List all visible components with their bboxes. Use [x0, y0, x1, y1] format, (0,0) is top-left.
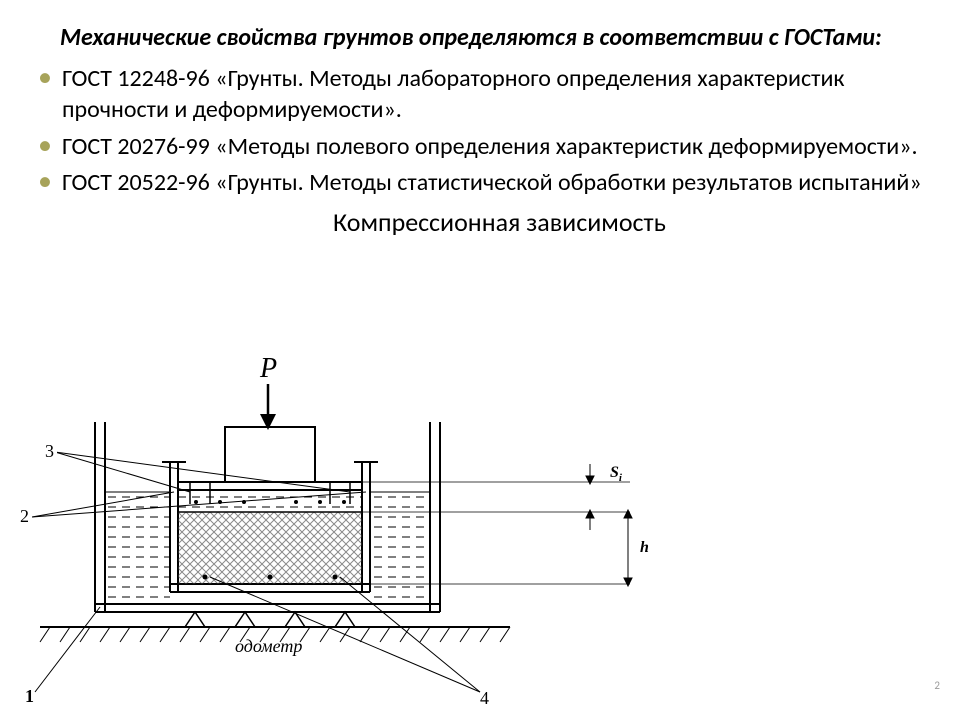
slide: Механические свойства грунтов определяют… — [0, 0, 960, 720]
callout-3: 3 — [45, 441, 54, 461]
diagram-caption: одометр — [235, 636, 302, 656]
dim-si: Si — [610, 464, 623, 484]
dim-h: h — [640, 539, 649, 556]
list-item: ГОСТ 20276-99 «Методы полевого определен… — [62, 131, 932, 162]
load-label: P — [259, 353, 277, 384]
list-item: ГОСТ 20522-96 «Грунты. Методы статистиче… — [62, 167, 932, 198]
page-number: 2 — [934, 679, 940, 692]
odometer-diagram: P — [10, 352, 710, 720]
intro-heading: Механические свойства грунтов определяют… — [28, 22, 932, 53]
diagram-svg: P — [10, 352, 710, 720]
callout-1: 1 — [25, 686, 34, 706]
callout-2: 2 — [20, 506, 29, 526]
gost-list: ГОСТ 12248-96 «Грунты. Методы лабораторн… — [28, 63, 932, 198]
list-item: ГОСТ 12248-96 «Грунты. Методы лабораторн… — [62, 63, 932, 125]
callout-4: 4 — [480, 688, 489, 708]
section-title: Компрессионная зависимость — [28, 206, 932, 238]
